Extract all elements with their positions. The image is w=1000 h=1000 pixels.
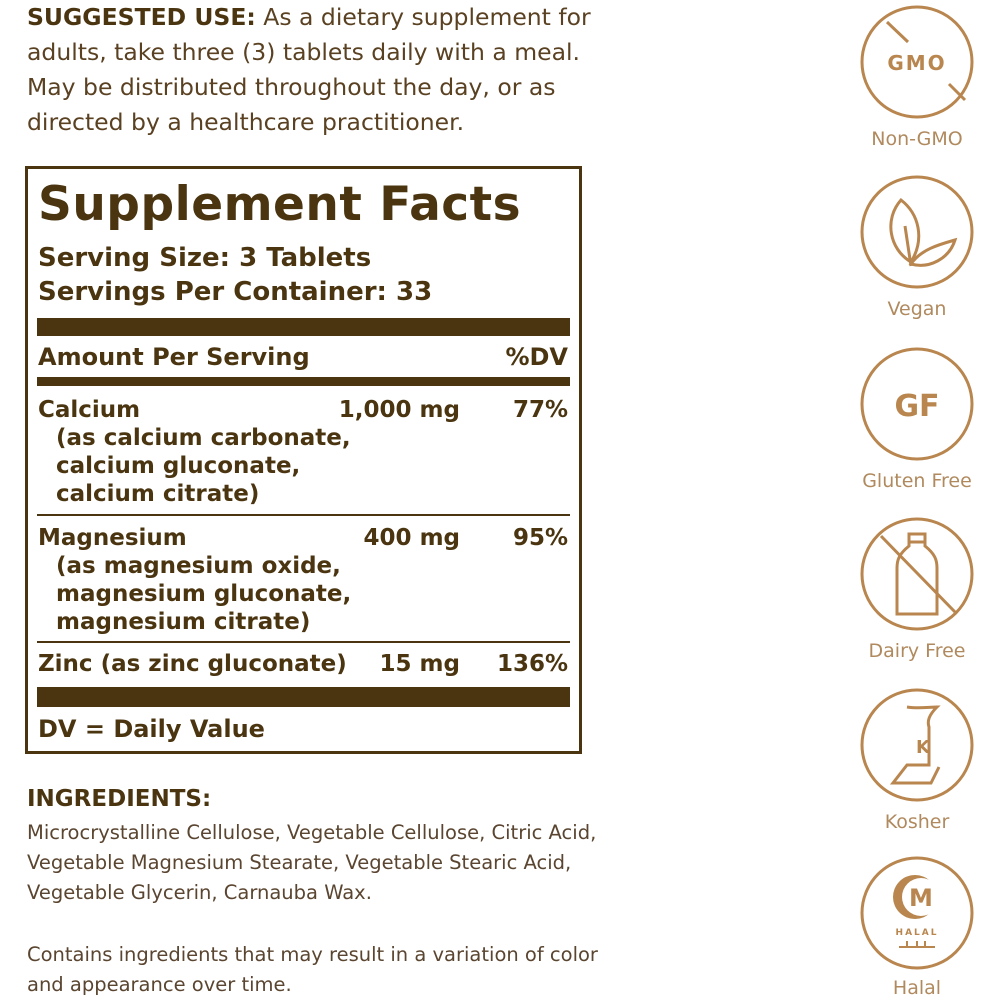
divider-thick — [37, 687, 570, 707]
badge-label: Kosher — [884, 811, 950, 833]
nutrient-name: Calcium — [38, 397, 141, 423]
halal-icon: M HALAL — [860, 856, 974, 970]
kosher-icon: K — [860, 688, 974, 802]
nutrient-source: calcium citrate) — [56, 481, 260, 507]
amount-header-row: Amount Per Serving %DV — [38, 343, 568, 371]
badge-dairy-free: Dairy Free — [859, 516, 975, 662]
badge-label: Vegan — [887, 298, 947, 320]
nutrient-amount: 15 mg — [379, 651, 460, 677]
supplement-facts-panel: Supplement Facts Serving Size: 3 Tablets… — [25, 166, 582, 754]
nutrient-source: (as calcium carbonate, — [56, 425, 351, 451]
nutrient-amount: 1,000 mg — [338, 397, 460, 423]
serving-size: Serving Size: 3 Tablets — [38, 243, 372, 273]
nutrient-row-calcium: Calcium 1,000 mg 77% (as calcium carbona… — [38, 396, 568, 508]
dv-footnote: DV = Daily Value — [38, 715, 265, 743]
badge-label: Halal — [892, 977, 942, 999]
no-milk-bottle-icon — [860, 517, 974, 631]
nutrient-source: magnesium citrate) — [56, 609, 311, 635]
gluten-free-icon: GF — [860, 347, 974, 461]
amount-header: Amount Per Serving — [38, 343, 310, 371]
suggested-use-line: May be distributed throughout the day, o… — [27, 73, 556, 101]
suggested-use-heading: SUGGESTED USE: — [27, 3, 256, 31]
badge-gluten-free: GF Gluten Free — [859, 346, 975, 492]
svg-text:GF: GF — [894, 389, 939, 424]
suggested-use: SUGGESTED USE: As a dietary supplement f… — [27, 0, 677, 140]
svg-text:M: M — [909, 884, 933, 912]
suggested-use-line: As a dietary supplement for — [255, 3, 591, 31]
nutrient-source: (as magnesium oxide, — [56, 553, 341, 579]
nutrient-dv: 136% — [496, 651, 568, 677]
nutrient-source: calcium gluconate, — [56, 453, 301, 479]
divider-thin — [37, 641, 570, 643]
ingredients-line: Microcrystalline Cellulose, Vegetable Ce… — [27, 821, 597, 844]
nutrient-name: Magnesium — [38, 525, 187, 551]
suggested-use-line: directed by a healthcare practitioner. — [27, 108, 465, 136]
badge-vegan: Vegan — [859, 174, 975, 320]
leaf-icon — [860, 175, 974, 289]
badge-halal: M HALAL Halal — [859, 855, 975, 999]
nutrient-row-magnesium: Magnesium 400 mg 95% (as magnesium oxide… — [38, 524, 568, 636]
nutrient-source: magnesium gluconate, — [56, 581, 352, 607]
badge-label: Non-GMO — [871, 128, 963, 150]
divider-thin — [37, 514, 570, 516]
suggested-use-line: adults, take three (3) tablets daily wit… — [27, 38, 580, 66]
note-line: Contains ingredients that may result in … — [27, 943, 598, 966]
color-variation-note: Contains ingredients that may result in … — [27, 940, 687, 1000]
ingredients-list: Microcrystalline Cellulose, Vegetable Ce… — [27, 818, 687, 908]
divider-medium — [37, 377, 570, 386]
divider-thick — [37, 318, 570, 336]
ingredients-line: Vegetable Magnesium Stearate, Vegetable … — [27, 851, 572, 874]
ingredients-heading: INGREDIENTS: — [27, 786, 212, 812]
badge-non-gmo: GMO Non-GMO — [859, 4, 975, 150]
nutrient-row-zinc: Zinc (as zinc gluconate) 15 mg 136% — [38, 650, 568, 678]
badge-label: Dairy Free — [868, 640, 966, 662]
svg-text:HALAL: HALAL — [896, 928, 939, 938]
badge-kosher: K Kosher — [859, 687, 975, 833]
svg-text:GMO: GMO — [887, 51, 946, 75]
nutrient-dv: 77% — [512, 397, 568, 423]
servings-per-container: Servings Per Container: 33 — [38, 277, 433, 307]
note-line: and appearance over time. — [27, 973, 292, 996]
svg-text:K: K — [916, 737, 931, 758]
ingredients-line: Vegetable Glycerin, Carnauba Wax. — [27, 881, 372, 904]
facts-title: Supplement Facts — [38, 177, 522, 232]
badge-label: Gluten Free — [862, 470, 972, 492]
nutrient-name: Zinc (as zinc gluconate) — [38, 651, 347, 677]
no-gmo-icon: GMO — [860, 5, 974, 119]
dv-header: %DV — [505, 343, 568, 371]
nutrient-dv: 95% — [512, 525, 568, 551]
nutrient-amount: 400 mg — [363, 525, 460, 551]
